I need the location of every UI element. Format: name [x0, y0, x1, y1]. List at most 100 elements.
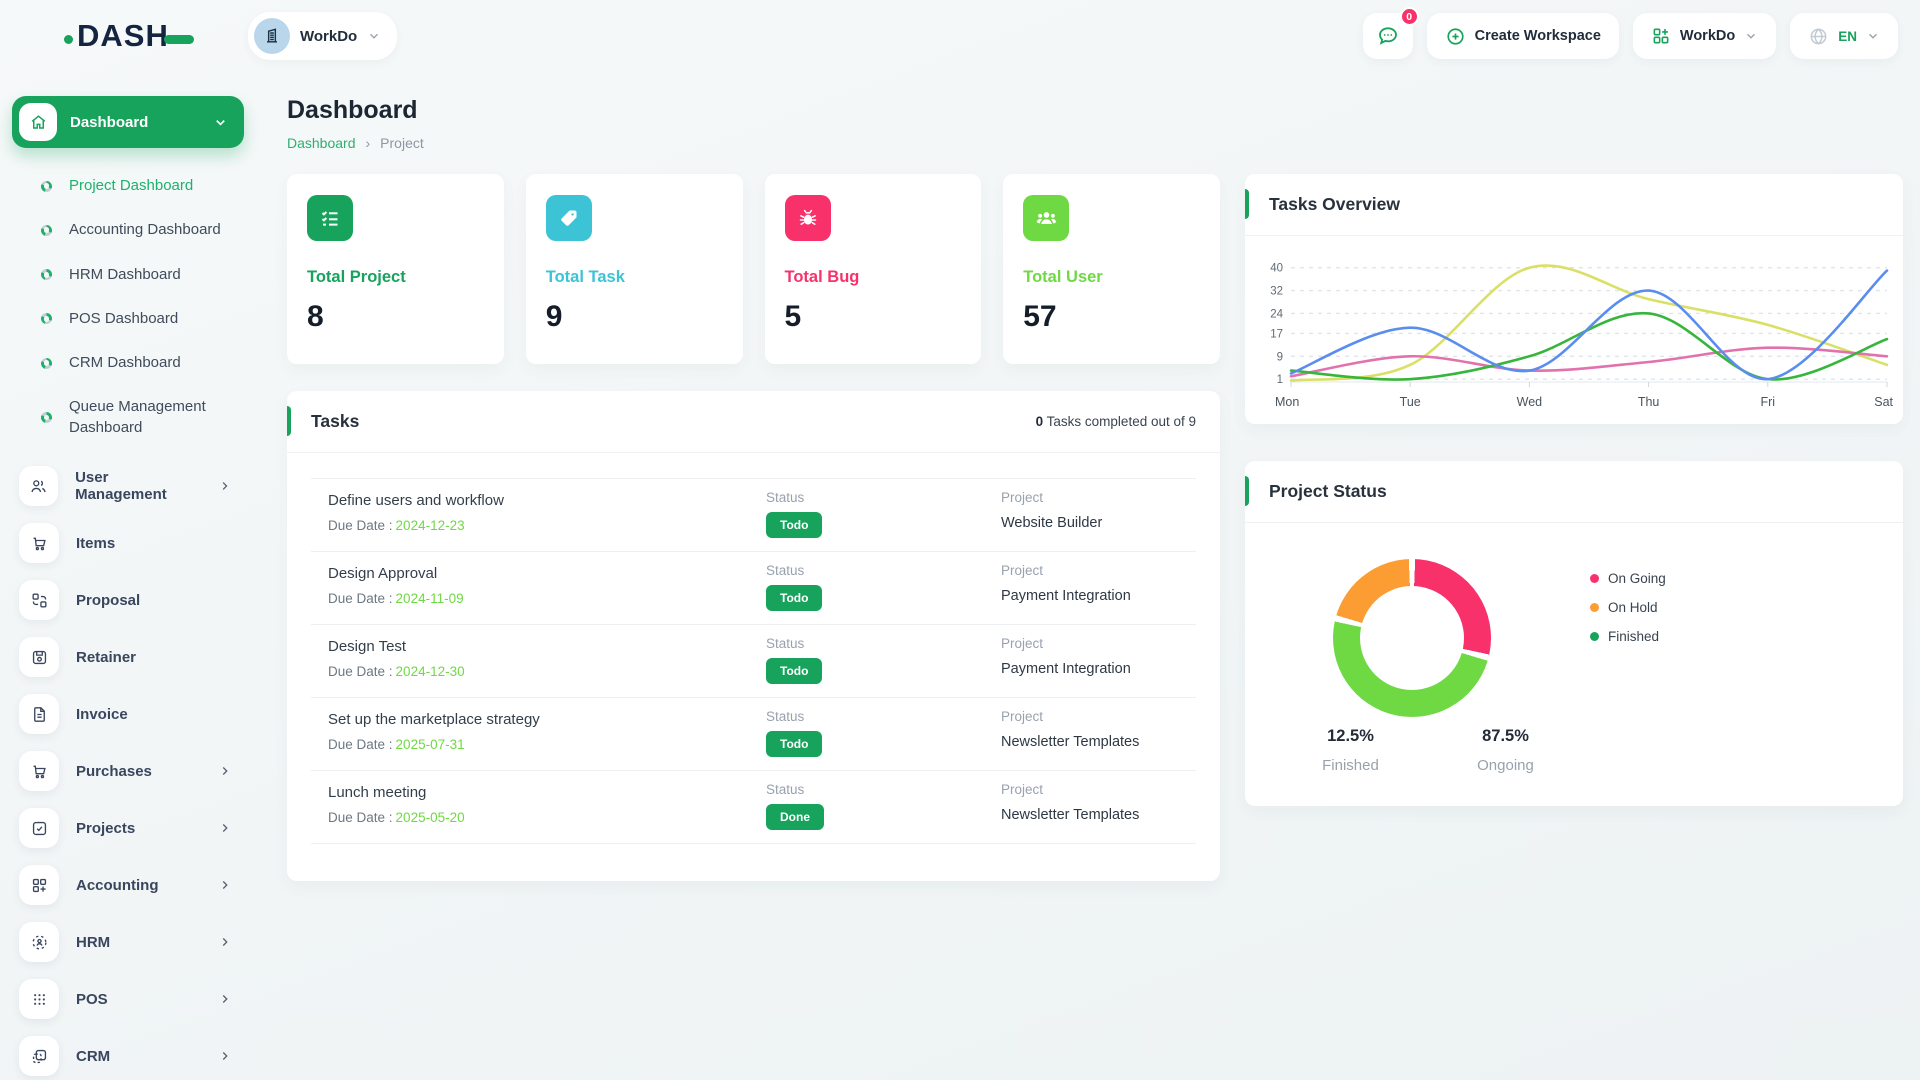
chevron-right-icon [223, 482, 228, 491]
task-row[interactable]: Design Test Due Date :2024-12-30 Status … [311, 625, 1196, 698]
stat-card-total-task: Total Task 9 [525, 174, 743, 364]
workspace-menu-label: WorkDo [1679, 28, 1736, 44]
topbar: DASH WorkDo 0 [0, 0, 1920, 72]
svg-text:40: 40 [1270, 263, 1283, 275]
due-date-value: 2024-11-09 [395, 591, 464, 606]
chevron-down-icon [216, 119, 225, 126]
sidebar-item-label: Accounting Dashboard [69, 221, 221, 239]
sidebar-item-label: Items [76, 534, 116, 552]
sidebar-item-pos-dashboard[interactable]: POS Dashboard [12, 297, 244, 341]
messages-button[interactable]: 0 [1362, 7, 1419, 59]
sidebar-item-dashboard[interactable]: Dashboard [12, 96, 244, 148]
svg-text:9: 9 [1277, 351, 1283, 363]
chevron-down-icon [1869, 33, 1877, 39]
sidebar-item-accounting-dashboard[interactable]: Accounting Dashboard [12, 208, 244, 252]
left-column: Total Project 8 Total Task 9 [287, 174, 1220, 881]
stat-label: Total User [1023, 268, 1103, 286]
sidebar-item-label: Projects [76, 819, 136, 837]
legend-item-finished: Finished [1590, 629, 1666, 644]
sidebar-item-retainer[interactable]: Retainer [12, 629, 244, 686]
sidebar-item-label: Invoice [76, 705, 128, 723]
workspace-switcher[interactable]: WorkDo [248, 12, 398, 60]
breadcrumb-dashboard-link[interactable]: Dashboard [287, 135, 356, 151]
sidebar-item-pos[interactable]: POS [12, 971, 244, 1028]
plus-circle-icon [1447, 27, 1464, 45]
status-badge: Todo [766, 512, 823, 538]
project-status-donut-chart [1333, 559, 1491, 717]
svg-text:Mon: Mon [1275, 395, 1299, 409]
tasks-summary-count: 0 [1035, 414, 1044, 429]
svg-text:Tue: Tue [1400, 395, 1421, 409]
donut-stats: 12.5% Finished 87.5% Ongoing [1273, 727, 1583, 774]
sidebar-item-invoice[interactable]: Invoice [12, 686, 244, 743]
workspace-menu-button[interactable]: WorkDo [1632, 13, 1777, 59]
task-row[interactable]: Set up the marketplace strategy Due Date… [311, 698, 1196, 771]
task-row[interactable]: Define users and workflow Due Date :2024… [311, 479, 1196, 552]
status-badge: Todo [766, 585, 823, 611]
project-header: Project [1001, 782, 1044, 797]
building-icon [267, 28, 277, 43]
tasks-card-header: Tasks 0 Tasks completed out of 9 [287, 391, 1220, 453]
tasks-summary: 0 Tasks completed out of 9 [1036, 414, 1196, 429]
swap-boxes-icon [19, 580, 59, 621]
logo-text: DASH [77, 18, 169, 53]
tasks-card: Tasks 0 Tasks completed out of 9 Define … [287, 391, 1220, 881]
squares-icon [19, 1036, 59, 1077]
svg-text:32: 32 [1270, 286, 1283, 298]
task-title: Define users and workflow [328, 492, 504, 509]
task-row[interactable]: Design Approval Due Date :2024-11-09 Sta… [311, 552, 1196, 625]
status-badge: Todo [766, 658, 823, 684]
check-square-icon [19, 808, 59, 849]
bullet-icon [41, 412, 52, 423]
sidebar-item-crm-dashboard[interactable]: CRM Dashboard [12, 341, 244, 385]
project-status-header: Project Status [1245, 461, 1903, 523]
scan-user-icon [19, 922, 59, 963]
sidebar: Dashboard Project Dashboard Accounting D… [12, 96, 244, 1080]
sidebar-item-accounting[interactable]: Accounting [12, 857, 244, 914]
finished-percent-value: 12.5% [1327, 727, 1374, 745]
sidebar-item-label: POS Dashboard [69, 309, 179, 327]
project-name: Website Builder [1001, 515, 1103, 531]
main-content: Dashboard Dashboard › Project [287, 96, 1903, 881]
dots-grid-icon [19, 979, 59, 1020]
sidebar-item-crm[interactable]: CRM [12, 1028, 244, 1080]
sidebar-item-projects[interactable]: Projects [12, 800, 244, 857]
sidebar-item-proposal[interactable]: Proposal [12, 572, 244, 629]
legend-item-on-going: On Going [1590, 571, 1666, 586]
task-status-col: Status Todo [766, 709, 823, 757]
task-project-col: Project Payment Integration [1001, 636, 1131, 677]
sidebar-item-hrm-dashboard[interactable]: HRM Dashboard [12, 253, 244, 297]
sidebar-item-hrm[interactable]: HRM [12, 914, 244, 971]
sidebar-item-queue-management-dashboard[interactable]: Queue Management Dashboard [12, 385, 244, 450]
tasks-title: Tasks [311, 411, 360, 431]
sidebar-item-purchases[interactable]: Purchases [12, 743, 244, 800]
create-workspace-label: Create Workspace [1474, 28, 1601, 44]
language-selector[interactable]: EN [1790, 13, 1898, 59]
task-row[interactable]: Lunch meeting Due Date :2025-05-20 Statu… [311, 771, 1196, 844]
home-icon [19, 103, 57, 141]
sidebar-item-user-management[interactable]: User Management [12, 458, 244, 515]
stat-label: Total Task [545, 268, 625, 286]
file-text-icon [19, 694, 59, 735]
chevron-down-icon [1747, 33, 1756, 39]
svg-text:Thu: Thu [1638, 395, 1660, 409]
create-workspace-button[interactable]: Create Workspace [1426, 13, 1619, 59]
status-header: Status [766, 490, 805, 505]
legend-label: Finished [1608, 629, 1660, 644]
project-header: Project [1001, 490, 1044, 505]
right-column: Tasks Overview 1 9 17 24 32 40 Mon Tue Wed Thu Fri… [1245, 174, 1903, 881]
sidebar-item-project-dashboard[interactable]: Project Dashboard [12, 164, 244, 208]
sidebar-item-label: HRM Dashboard [69, 265, 181, 283]
task-due: Due Date :2024-12-23 [328, 518, 1196, 533]
tasks-overview-title: Tasks Overview [1269, 194, 1401, 214]
stat-card-total-project: Total Project 8 [287, 174, 504, 364]
users-group-icon [1023, 195, 1070, 241]
due-date-label: Due Date : [328, 591, 393, 606]
bullet-icon [41, 357, 52, 369]
project-header: Project [1001, 636, 1044, 651]
status-header: Status [766, 782, 805, 797]
ongoing-percent-value: 87.5% [1482, 727, 1529, 745]
stat-cards: Total Project 8 Total Task 9 [287, 174, 1220, 364]
sidebar-item-items[interactable]: Items [12, 515, 244, 572]
status-header: Status [766, 636, 805, 651]
